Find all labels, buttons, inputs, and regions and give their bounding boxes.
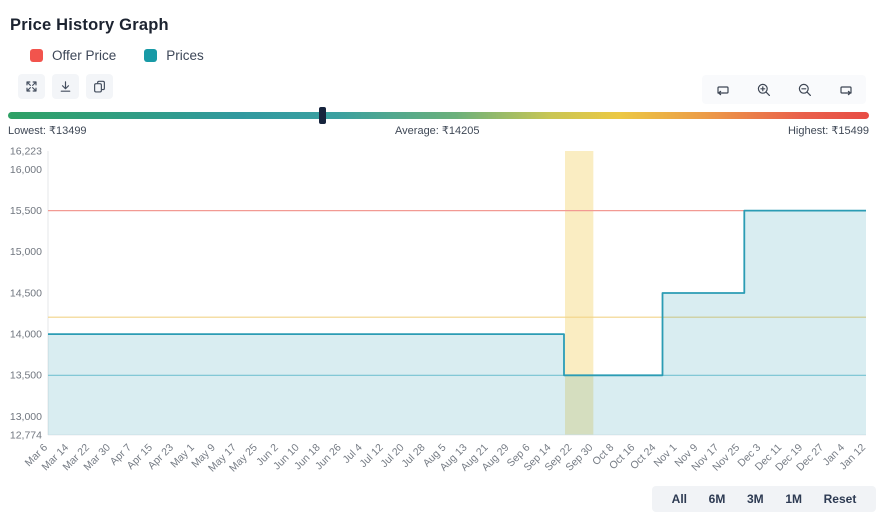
- chart-legend: Offer Price Prices: [30, 48, 204, 63]
- copy-button[interactable]: [86, 74, 113, 99]
- zoom-out-icon: [798, 83, 811, 96]
- slider-handle[interactable]: [318, 107, 326, 124]
- page-title: Price History Graph: [10, 16, 169, 34]
- average-price-label: Average: ₹14205: [395, 125, 480, 137]
- price-timeline-slider: [8, 107, 869, 124]
- x-axis-label: Jul 28: [399, 442, 427, 470]
- price-line: [48, 209, 866, 377]
- zoom-in-icon: [757, 83, 770, 96]
- box-select-zoom-button[interactable]: [713, 80, 733, 100]
- y-axis-label: 15,000: [10, 246, 42, 258]
- y-axis-label: 14,000: [10, 329, 42, 341]
- slider-track[interactable]: [8, 112, 869, 119]
- zoom-reset-button[interactable]: [836, 80, 856, 100]
- legend-item-offer-price[interactable]: Offer Price: [30, 48, 116, 63]
- range-selector: All 6M 3M 1M Reset: [652, 486, 876, 512]
- y-axis-label: 13,000: [10, 411, 42, 423]
- legend-item-prices[interactable]: Prices: [144, 48, 204, 63]
- lowest-price-label: Lowest: ₹13499: [8, 125, 87, 137]
- offer-price-swatch: [30, 49, 43, 62]
- range-button-reset[interactable]: Reset: [823, 492, 857, 506]
- fullscreen-icon: [26, 81, 37, 92]
- y-axis-label: 16,223: [10, 146, 42, 158]
- y-axis-label: 12,774: [10, 430, 42, 442]
- legend-label: Offer Price: [52, 48, 117, 63]
- zoom-out-button[interactable]: [795, 80, 815, 100]
- y-axis-label: 13,500: [10, 370, 42, 382]
- highlight-band: [565, 151, 594, 435]
- prices-swatch: [144, 49, 158, 62]
- zoom-in-button[interactable]: [754, 80, 774, 100]
- y-axis-label: 14,500: [10, 287, 42, 299]
- price-summary-row: Lowest: ₹13499 Average: ₹14205 Highest: …: [8, 124, 869, 137]
- price-area: [48, 210, 866, 435]
- zoom-toolbar: [702, 75, 866, 104]
- x-axis-label: Nov 1: [651, 442, 679, 470]
- range-button-all[interactable]: All: [671, 492, 687, 506]
- fullscreen-button[interactable]: [18, 74, 45, 99]
- range-button-3m[interactable]: 3M: [746, 492, 764, 506]
- y-axis-label: 15,500: [10, 205, 42, 217]
- download-icon: [60, 81, 71, 92]
- range-button-6m[interactable]: 6M: [708, 492, 726, 506]
- price-history-chart[interactable]: 16,223 16,000 15,500 15,000 14,500 14,000 13,5…: [0, 145, 881, 486]
- download-button[interactable]: [52, 74, 79, 99]
- legend-label: Prices: [166, 48, 204, 63]
- box-select-zoom-icon: [716, 85, 729, 95]
- zoom-reset-icon: [839, 85, 852, 95]
- copy-icon: [94, 80, 105, 93]
- y-axis-label: 16,000: [10, 164, 42, 176]
- range-button-1m[interactable]: 1M: [785, 492, 802, 506]
- highest-price-label: Highest: ₹15499: [787, 125, 869, 137]
